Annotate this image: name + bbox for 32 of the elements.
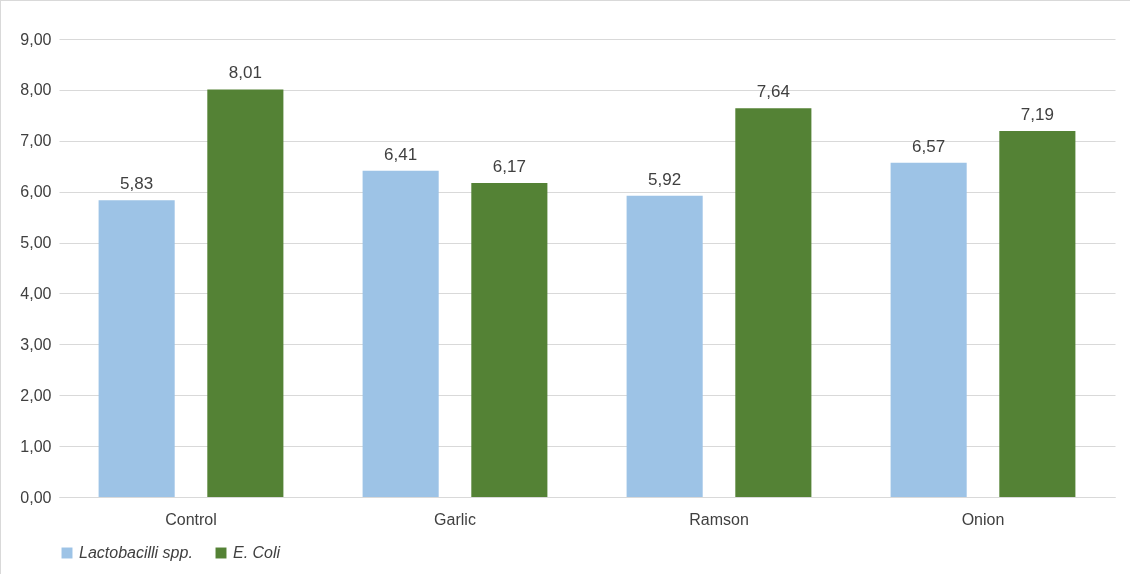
y-tick-label: 2,00	[20, 386, 52, 404]
x-tick-label: Control	[165, 510, 217, 528]
x-tick-label: Garlic	[434, 510, 476, 528]
y-tick-label: 7,00	[20, 132, 52, 150]
data-label: 8,01	[228, 63, 262, 83]
x-tick-label: Ramson	[689, 510, 749, 528]
y-tick-label: 4,00	[20, 284, 52, 302]
data-label: 7,19	[1020, 105, 1054, 125]
data-label: 6,17	[492, 157, 526, 177]
data-label: 5,83	[120, 174, 154, 194]
bar	[471, 183, 548, 497]
y-tick-label: 6,00	[20, 183, 52, 201]
y-tick-label: 9,00	[20, 30, 52, 48]
bar	[626, 195, 703, 497]
bar	[98, 200, 175, 497]
bar	[890, 162, 967, 497]
y-tick-label: 8,00	[20, 81, 52, 99]
legend-label: E. Coli	[233, 544, 281, 561]
data-label: 6,41	[384, 144, 418, 164]
y-tick-label: 3,00	[20, 335, 52, 353]
data-label: 7,64	[756, 82, 790, 102]
bar	[362, 170, 439, 497]
y-tick-label: 5,00	[20, 234, 52, 252]
y-tick-label: 1,00	[20, 437, 52, 455]
data-label: 6,57	[912, 136, 946, 156]
bar	[999, 131, 1076, 497]
bar	[207, 89, 284, 497]
y-tick-label: 0,00	[20, 488, 52, 506]
legend-label: Lactobacilli spp.	[79, 544, 193, 561]
x-tick-label: Onion	[961, 510, 1005, 528]
data-label: 5,92	[648, 169, 682, 189]
bar	[735, 108, 812, 497]
